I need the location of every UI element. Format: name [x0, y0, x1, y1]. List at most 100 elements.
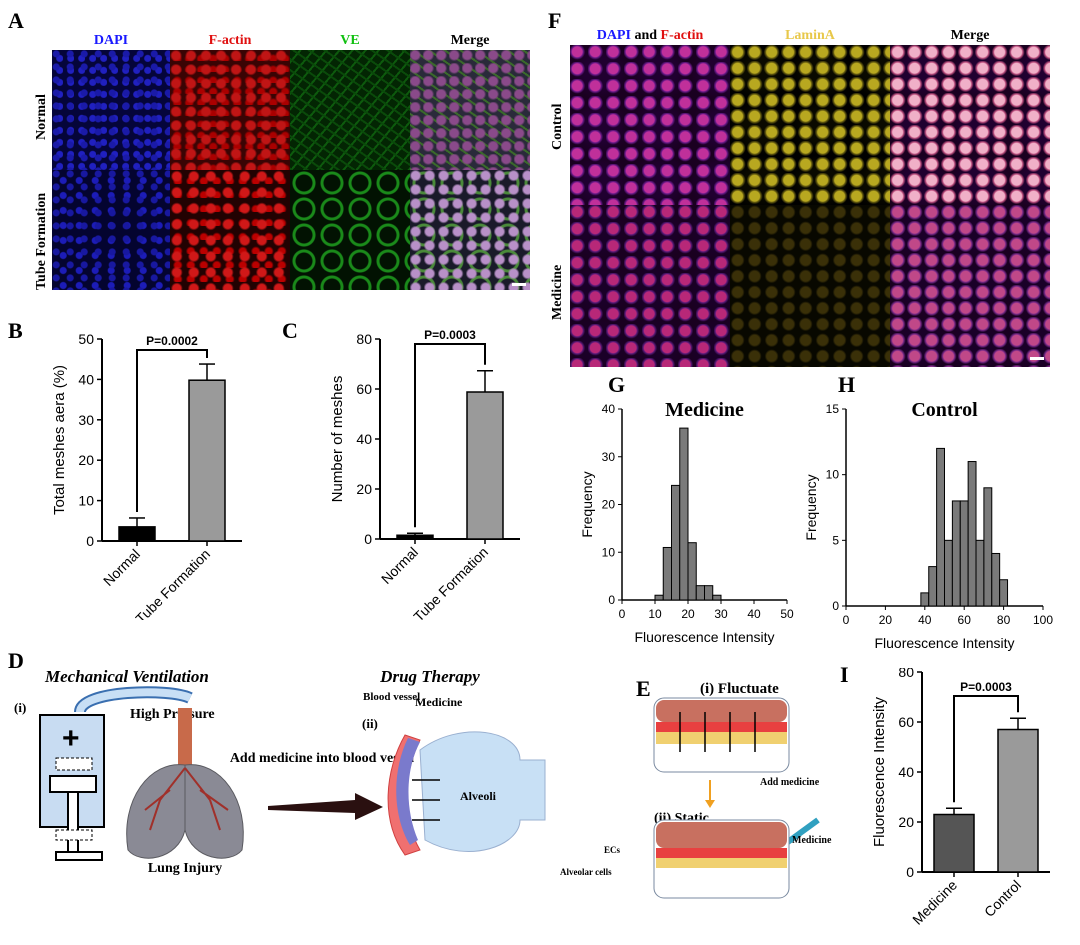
bronchi — [144, 767, 229, 831]
y-tick-label: 60 — [356, 381, 372, 397]
panel-label-h: H — [838, 372, 856, 397]
x-tick-label: 20 — [681, 607, 695, 621]
significance-bracket — [953, 695, 1019, 803]
y-tick-label: 0 — [906, 864, 914, 880]
y-tick-label: 15 — [826, 402, 840, 416]
trachea — [178, 708, 192, 768]
x-tick-label: 10 — [648, 607, 662, 621]
y-tick-label: 0 — [832, 599, 839, 613]
alveoli-label: Alveoli — [460, 789, 497, 803]
x-tick-label: Normal — [378, 544, 421, 587]
col-header-ve: VE — [340, 33, 360, 48]
y-tick-label: 40 — [356, 431, 372, 447]
add-medicine-label: Add medicine — [760, 777, 820, 788]
bar — [997, 728, 1039, 873]
x-tick-label: 80 — [997, 613, 1011, 627]
x-axis-label: Fluorescence Intensity — [874, 635, 1014, 651]
bar — [466, 391, 504, 540]
micrograph-tube-factin — [170, 170, 290, 290]
add-medicine-arrow-label: Add medicine into blood vessel — [230, 751, 414, 766]
row-label-medicine: Medicine — [550, 264, 565, 320]
histogram-bar — [967, 461, 977, 607]
histogram-bar — [959, 500, 969, 607]
x-tick-label: 20 — [879, 613, 893, 627]
fluctuate-label: (i) Fluctuate — [700, 681, 779, 697]
y-axis-label: Number of meshes — [329, 376, 346, 503]
col-header-dapi-factin: DAPI and F-actin — [570, 28, 730, 44]
micrograph-normal-merge — [410, 50, 530, 170]
y-tick-label: 0 — [86, 533, 94, 549]
y-tick-label: 20 — [602, 498, 616, 512]
micrograph-normal-factin — [170, 50, 290, 170]
y-tick-label: 40 — [898, 764, 914, 780]
histogram-bar — [704, 585, 714, 601]
y-tick-label: 10 — [78, 493, 94, 509]
chip-illustration: (i) Fluctuate Add medicine (ii) Static M… — [560, 681, 832, 899]
row-label-control: Control — [550, 103, 565, 150]
y-tick-label: 0 — [608, 593, 615, 607]
piston — [49, 775, 97, 793]
chip-top-alveolar — [656, 732, 787, 744]
p-value-label: P=0.0002 — [146, 334, 198, 348]
micrograph-tube-ve — [290, 170, 410, 290]
micrograph-control-dapi-factin — [570, 45, 730, 205]
x-tick-label: Tube Formation — [132, 546, 213, 620]
col-header-merge-f: Merge — [950, 28, 990, 43]
panel-label-i: I — [840, 662, 849, 687]
chip-bottom-channel — [656, 822, 787, 848]
histogram-bar — [944, 539, 953, 607]
y-axis-label: Total meshes aera (%) — [51, 365, 68, 515]
x-tick-label: Tube Formation — [410, 544, 491, 625]
y-tick-label: 60 — [898, 714, 914, 730]
panel-label-c: C — [282, 318, 298, 343]
row-label-normal: Normal — [34, 94, 49, 140]
micrograph-tube-dapi — [52, 170, 170, 290]
high-pressure-label: High Pressure — [130, 707, 215, 722]
medicine-region — [396, 738, 420, 845]
panel-label-a: A — [8, 8, 24, 33]
plunger-ghost — [55, 829, 93, 841]
big-arrow-icon — [268, 793, 383, 820]
blood-vessel-label: Blood vessel — [363, 691, 420, 703]
ventilation-title: Mechanical Ventilation — [44, 667, 209, 686]
col-header-merge: Merge — [450, 33, 490, 48]
x-tick-label: 0 — [843, 613, 850, 627]
alveolus — [419, 731, 546, 852]
x-tick-label: 0 — [619, 607, 626, 621]
medicine-label-e: Medicine — [792, 835, 832, 846]
drug-therapy-title: Drug Therapy — [379, 667, 480, 686]
chart-g: Medicine 0 10 20 30 40 0 10 20 30 40 50 Fluorescence… — [579, 399, 794, 645]
air-tube-inner — [76, 688, 192, 714]
lung-injury-label: Lung Injury — [148, 861, 222, 876]
histogram-bar — [951, 500, 961, 607]
scale-bar-f — [1030, 357, 1044, 360]
y-tick-label: 30 — [602, 450, 616, 464]
x-tick-label: Normal — [100, 546, 143, 589]
x-tick-label: 40 — [918, 613, 932, 627]
histogram-bar — [712, 594, 722, 601]
diffusion-arrows-icon — [412, 779, 440, 821]
stretch-arrows-icon — [679, 712, 756, 752]
ventilation-illustration: Mechanical Ventilation (i) High Pressure… — [14, 667, 546, 876]
label-factin: F-actin — [660, 28, 704, 43]
x-axis-label: Fluorescence Intensity — [634, 629, 774, 645]
y-axis-label: Fluorescence Intensity — [871, 696, 888, 847]
micrograph-control-lamina — [730, 45, 890, 205]
chip-top-ecs — [656, 722, 787, 732]
col-header-lamina: LaminA — [785, 28, 835, 43]
p-value-label: P=0.0003 — [960, 680, 1012, 694]
step-ii-label: (ii) — [362, 716, 378, 731]
micrograph-control-merge — [890, 45, 1050, 205]
ecs-label: ECs — [604, 845, 621, 855]
scale-bar — [512, 283, 526, 286]
col-header-dapi: DAPI — [93, 33, 129, 48]
histogram-bar — [999, 579, 1009, 607]
micrograph-normal-ve — [290, 50, 410, 170]
micrograph-normal-dapi — [52, 50, 170, 170]
y-axis-label: Frequency — [579, 471, 595, 537]
x-tick-label: Medicine — [909, 877, 960, 928]
label-dapi: DAPI — [596, 28, 631, 43]
chart-title: Medicine — [665, 399, 744, 421]
micrograph-medicine-lamina — [730, 205, 890, 367]
chip-bottom-ecs — [656, 848, 787, 858]
